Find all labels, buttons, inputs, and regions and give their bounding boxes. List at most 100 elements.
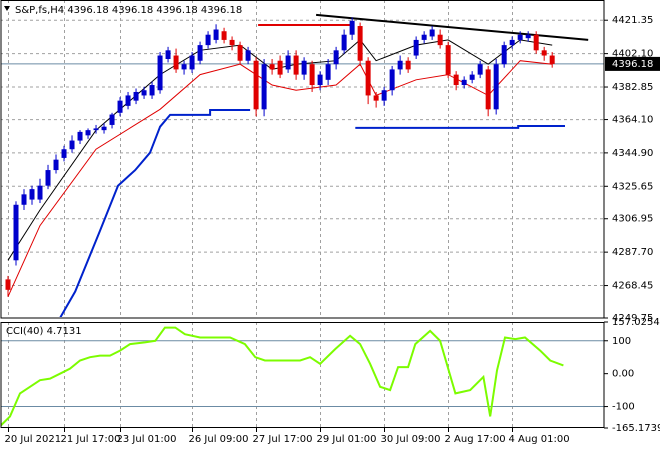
- candle-body: [245, 50, 251, 61]
- candle-body: [485, 69, 491, 110]
- y-tick-label: 4287.70: [612, 247, 653, 258]
- candle-body: [205, 34, 211, 46]
- candle-body: [277, 60, 283, 75]
- candle-body: [85, 130, 91, 136]
- candle-body: [389, 69, 395, 91]
- candle-body: [541, 50, 547, 56]
- candle-body: [197, 45, 203, 61]
- candle-body: [93, 128, 99, 131]
- y-tick-label: 4306.95: [612, 214, 653, 225]
- candle-body: [325, 64, 331, 80]
- dropdown-icon: [4, 6, 10, 11]
- x-tick-label: 27 Jul 17:00: [253, 434, 313, 445]
- candle-body: [61, 149, 67, 158]
- cci-line: [1, 326, 564, 427]
- y-tick-label: 4325.65: [612, 181, 653, 192]
- candle-body: [413, 39, 419, 56]
- y-tick-label: 100: [612, 336, 631, 347]
- candle-body: [261, 64, 267, 110]
- main-panel: [1, 1, 604, 317]
- candle-body: [365, 60, 371, 96]
- candle-body: [13, 204, 19, 261]
- overlay-line: [355, 125, 565, 129]
- candle-body: [5, 279, 11, 290]
- candle-body: [213, 29, 219, 40]
- candle-body: [165, 50, 171, 60]
- candle-body: [437, 34, 443, 46]
- candle-body: [109, 114, 115, 125]
- candle-body: [37, 185, 43, 200]
- cci-panel: [1, 323, 604, 427]
- y-tick-label: -100: [612, 402, 635, 413]
- candle-body: [133, 91, 139, 101]
- candle-body: [525, 34, 531, 39]
- x-tick-label: 26 Jul 09:00: [189, 434, 249, 445]
- candle-body: [285, 55, 291, 70]
- candle-body: [453, 74, 459, 86]
- y-tick-label: 157.0254: [612, 317, 660, 328]
- candle-body: [237, 45, 243, 61]
- candle-body: [301, 60, 307, 75]
- candle-body: [429, 29, 435, 37]
- candle-body: [549, 55, 555, 64]
- candle-body: [397, 60, 403, 70]
- indicator-title: CCI(40) 4.7131: [6, 326, 82, 337]
- x-tick-label: 21 Jul 17:00: [61, 434, 121, 445]
- y-tick-label: 4402.10: [612, 49, 653, 60]
- candle-body: [469, 74, 475, 80]
- y-tick-label: 4344.90: [612, 148, 653, 159]
- candle-body: [101, 126, 107, 131]
- candle-body: [309, 64, 315, 86]
- candle-body: [405, 60, 411, 70]
- x-tick-label: 23 Jul 01:00: [117, 434, 177, 445]
- candle-body: [333, 50, 339, 65]
- candle-body: [253, 60, 259, 110]
- candle-body: [317, 74, 323, 86]
- candle-body: [29, 189, 35, 200]
- candle-body: [477, 64, 483, 75]
- last-price-label: 4396.18: [612, 59, 653, 70]
- y-tick-label: 4382.85: [612, 82, 653, 93]
- chart-title: S&P,fs,H4 4396.18 4396.18 4396.18 4396.1…: [15, 5, 242, 16]
- candle-body: [373, 95, 379, 101]
- candle-body: [21, 194, 27, 205]
- x-tick-label: 30 Jul 09:00: [381, 434, 441, 445]
- candle-body: [117, 100, 123, 113]
- candle-body: [445, 45, 451, 75]
- x-tick-label: 20 Jul 2021: [5, 434, 62, 445]
- overlay-line: [316, 13, 589, 41]
- y-tick-label: 4421.35: [612, 15, 653, 26]
- candle-body: [381, 90, 387, 101]
- candle-body: [461, 79, 467, 86]
- main-frame: [0, 0, 605, 319]
- candle-body: [45, 170, 51, 186]
- x-tick-label: 4 Aug 01:00: [509, 434, 570, 445]
- x-tick-label: 2 Aug 17:00: [445, 434, 506, 445]
- candle-body: [53, 159, 59, 171]
- candle-body: [229, 39, 235, 46]
- cci-frame: [0, 322, 605, 428]
- candle-body: [141, 90, 147, 96]
- axes: 4421.35 4402.10 4382.85 4364.10 4344.90 4325.…: [5, 15, 660, 445]
- candle-body: [125, 95, 131, 106]
- y-tick-label: 0.00: [612, 369, 634, 380]
- candle-body: [221, 31, 227, 40]
- candle-body: [349, 20, 355, 35]
- candle-body: [501, 45, 507, 65]
- y-tick-label: 4364.10: [612, 115, 653, 126]
- candle-body: [357, 26, 363, 61]
- candle-body: [421, 34, 427, 40]
- candle-body: [533, 34, 539, 51]
- overlay-line: [59, 109, 251, 317]
- candle-body: [493, 64, 499, 110]
- candle-body: [149, 85, 155, 96]
- candle-body: [173, 55, 179, 70]
- candle-body: [517, 34, 523, 40]
- candle-body: [293, 55, 299, 75]
- y-tick-label: 4268.45: [612, 281, 653, 292]
- last-price-box: [605, 56, 660, 71]
- candle-body: [269, 64, 275, 70]
- y-tick-label: 4249.75: [612, 313, 653, 324]
- y-tick-label: -165.1739: [612, 423, 660, 434]
